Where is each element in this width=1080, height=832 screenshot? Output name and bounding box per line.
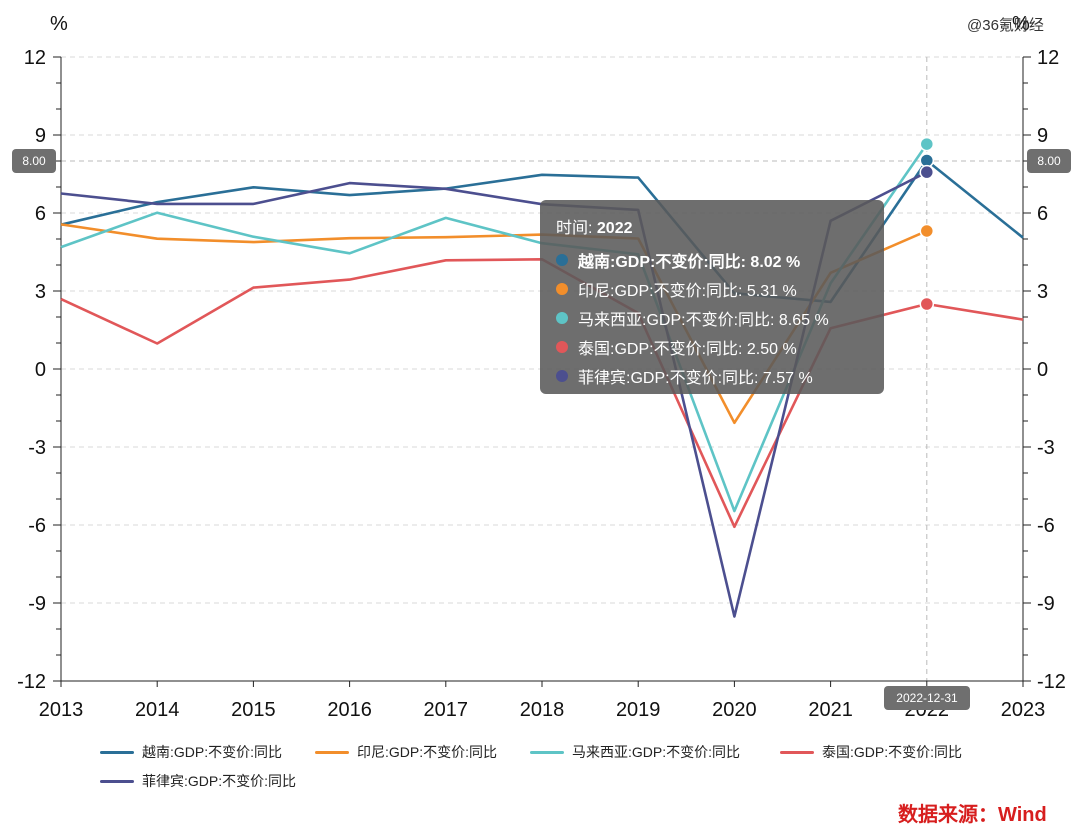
watermark-text: @36氪财经: [967, 17, 1044, 34]
series-line-3[interactable]: [60, 143, 928, 513]
x-tick-label: 2019: [616, 699, 661, 721]
tooltip-series-dot: [556, 311, 568, 324]
legend-line-swatch: [315, 750, 349, 754]
tooltip-row-text: 菲律宾:GDP:不变价:同比: 7.57 %: [578, 369, 813, 387]
tooltip-row: 马来西亚:GDP:不变价:同比: 8.65 %: [556, 303, 868, 332]
y-tick-label-left: 12: [24, 47, 46, 69]
highlight-point-4[interactable]: [919, 296, 935, 312]
x-tick-label: 2016: [327, 699, 372, 721]
x-tick-label: 2017: [424, 699, 469, 721]
y-tick-label-left: 6: [35, 203, 46, 225]
tooltip-time-label: 时间:: [556, 220, 597, 237]
y-crosshair-badge-right: 8.00: [1027, 149, 1071, 173]
y-axis-unit-left: %: [50, 13, 68, 35]
legend-line-swatch: [530, 750, 564, 754]
y-axis-unit-right: %: [1012, 13, 1030, 35]
y-tick-label-right: -9: [1037, 593, 1055, 615]
y-tick-label-left: -3: [28, 437, 46, 459]
series-line-5[interactable]: [60, 171, 928, 618]
legend-label: 马来西亚:GDP:不变价:同比: [572, 744, 741, 760]
tooltip-title: 时间: 2022: [556, 214, 868, 238]
legend-line-swatch: [780, 750, 814, 754]
y-tick-label-left: -6: [28, 515, 46, 537]
x-tick-label: 2018: [520, 699, 565, 721]
highlight-markers: [919, 136, 935, 312]
y-tick-label-right: 0: [1037, 359, 1048, 381]
tooltip-row-text: 马来西亚:GDP:不变价:同比: 8.65 %: [578, 311, 829, 329]
x-tick-label: 2015: [231, 699, 276, 721]
legend-item[interactable]: 马来西亚:GDP:不变价:同比: [530, 742, 740, 762]
chart-tooltip: 时间: 2022 越南:GDP:不变价:同比: 8.02 % 印尼:GDP:不变价…: [540, 200, 884, 394]
y-tick-label-right: -12: [1037, 671, 1066, 693]
x-crosshair-badge: 2022-12-31: [884, 686, 970, 710]
legend-label: 印尼:GDP:不变价:同比: [357, 744, 498, 760]
tooltip-row: 印尼:GDP:不变价:同比: 5.31 %: [556, 274, 868, 303]
legend-item[interactable]: 印尼:GDP:不变价:同比: [315, 742, 497, 762]
y-tick-label-left: 3: [35, 281, 46, 303]
tooltip-series-dot: [556, 253, 568, 266]
x-tick-label: 2013: [39, 699, 84, 721]
y-tick-label-left: -9: [28, 593, 46, 615]
legend-line-swatch: [100, 779, 134, 783]
tooltip-time-value: 2022: [596, 220, 633, 237]
legend-label: 菲律宾:GDP:不变价:同比: [142, 773, 297, 789]
tooltip-row: 菲律宾:GDP:不变价:同比: 7.57 %: [556, 361, 868, 390]
y-tick-label-left: -12: [17, 671, 46, 693]
highlight-point-5[interactable]: [919, 164, 935, 180]
data-source: 数据来源：Wind: [898, 804, 1047, 826]
legend-line-swatch: [100, 750, 134, 754]
y-tick-label-left: 0: [35, 359, 46, 381]
highlight-point-3[interactable]: [919, 136, 935, 152]
y-tick-label-right: -3: [1037, 437, 1055, 459]
y-tick-label-right: 3: [1037, 281, 1048, 303]
x-tick-label: 2023: [1001, 699, 1046, 721]
y-tick-label-left: 9: [35, 125, 46, 147]
tooltip-row: 泰国:GDP:不变价:同比: 2.50 %: [556, 332, 868, 361]
tooltip-series-dot: [556, 340, 568, 353]
highlight-point-2[interactable]: [919, 223, 935, 239]
tooltip-rows: 越南:GDP:不变价:同比: 8.02 % 印尼:GDP:不变价:同比: 5.31…: [556, 245, 868, 390]
y-tick-label-right: 12: [1037, 47, 1059, 69]
tooltip-row-text: 印尼:GDP:不变价:同比: 5.31 %: [578, 282, 797, 300]
tooltip-series-dot: [556, 282, 568, 295]
legend-item[interactable]: 泰国:GDP:不变价:同比: [780, 742, 962, 762]
y-crosshair-badge-left: 8.00: [12, 149, 56, 173]
x-tick-label: 2021: [808, 699, 853, 721]
tooltip-row-text: 越南:GDP:不变价:同比: 8.02 %: [578, 253, 801, 271]
legend-item[interactable]: 越南:GDP:不变价:同比: [100, 742, 282, 762]
y-tick-label-right: -6: [1037, 515, 1055, 537]
x-tick-label: 2020: [712, 699, 757, 721]
tooltip-row: 越南:GDP:不变价:同比: 8.02 %: [556, 245, 868, 274]
tooltip-series-dot: [556, 369, 568, 382]
axes: -12 -12 -9 -9 -6 -6 -3 -3 0 0 3 3 6 6 9 9 12 12 2013 2014 20…: [17, 47, 1066, 721]
legend-label: 泰国:GDP:不变价:同比: [822, 744, 963, 760]
y-tick-label-right: 6: [1037, 203, 1048, 225]
x-tick-label: 2014: [135, 699, 180, 721]
y-tick-label-right: 9: [1037, 125, 1048, 147]
tooltip-row-text: 泰国:GDP:不变价:同比: 2.50 %: [578, 340, 797, 358]
legend-item[interactable]: 菲律宾:GDP:不变价:同比: [100, 771, 296, 791]
legend-label: 越南:GDP:不变价:同比: [142, 744, 283, 760]
